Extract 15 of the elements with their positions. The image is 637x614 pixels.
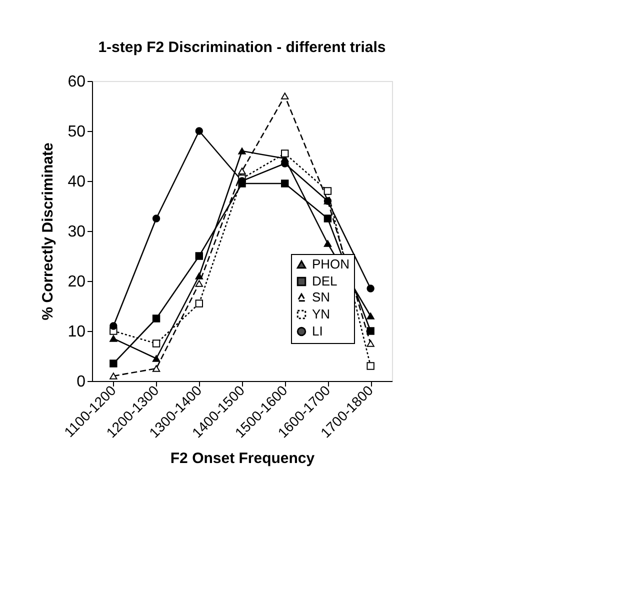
x-axis-title: F2 Onset Frequency <box>170 450 316 467</box>
y-tick-label: 30 <box>68 224 86 240</box>
legend-label: YN <box>312 306 330 322</box>
y-tick-label: 50 <box>68 124 86 140</box>
y-tick-label: 40 <box>68 174 86 190</box>
legend-label: SN <box>312 290 330 304</box>
legend-label: LI <box>312 324 323 338</box>
legend-label: DEL <box>312 274 338 288</box>
y-tick-label: 10 <box>68 324 86 340</box>
legend-label: PHON <box>312 256 350 272</box>
chart-title: 1-step F2 Discrimination - different trials <box>98 39 386 56</box>
y-tick-label: 20 <box>68 274 86 290</box>
y-tick-label: 0 <box>76 374 86 390</box>
y-tick-label: 60 <box>68 74 86 90</box>
y-axis-title: % Correctly Discriminate <box>40 142 57 320</box>
